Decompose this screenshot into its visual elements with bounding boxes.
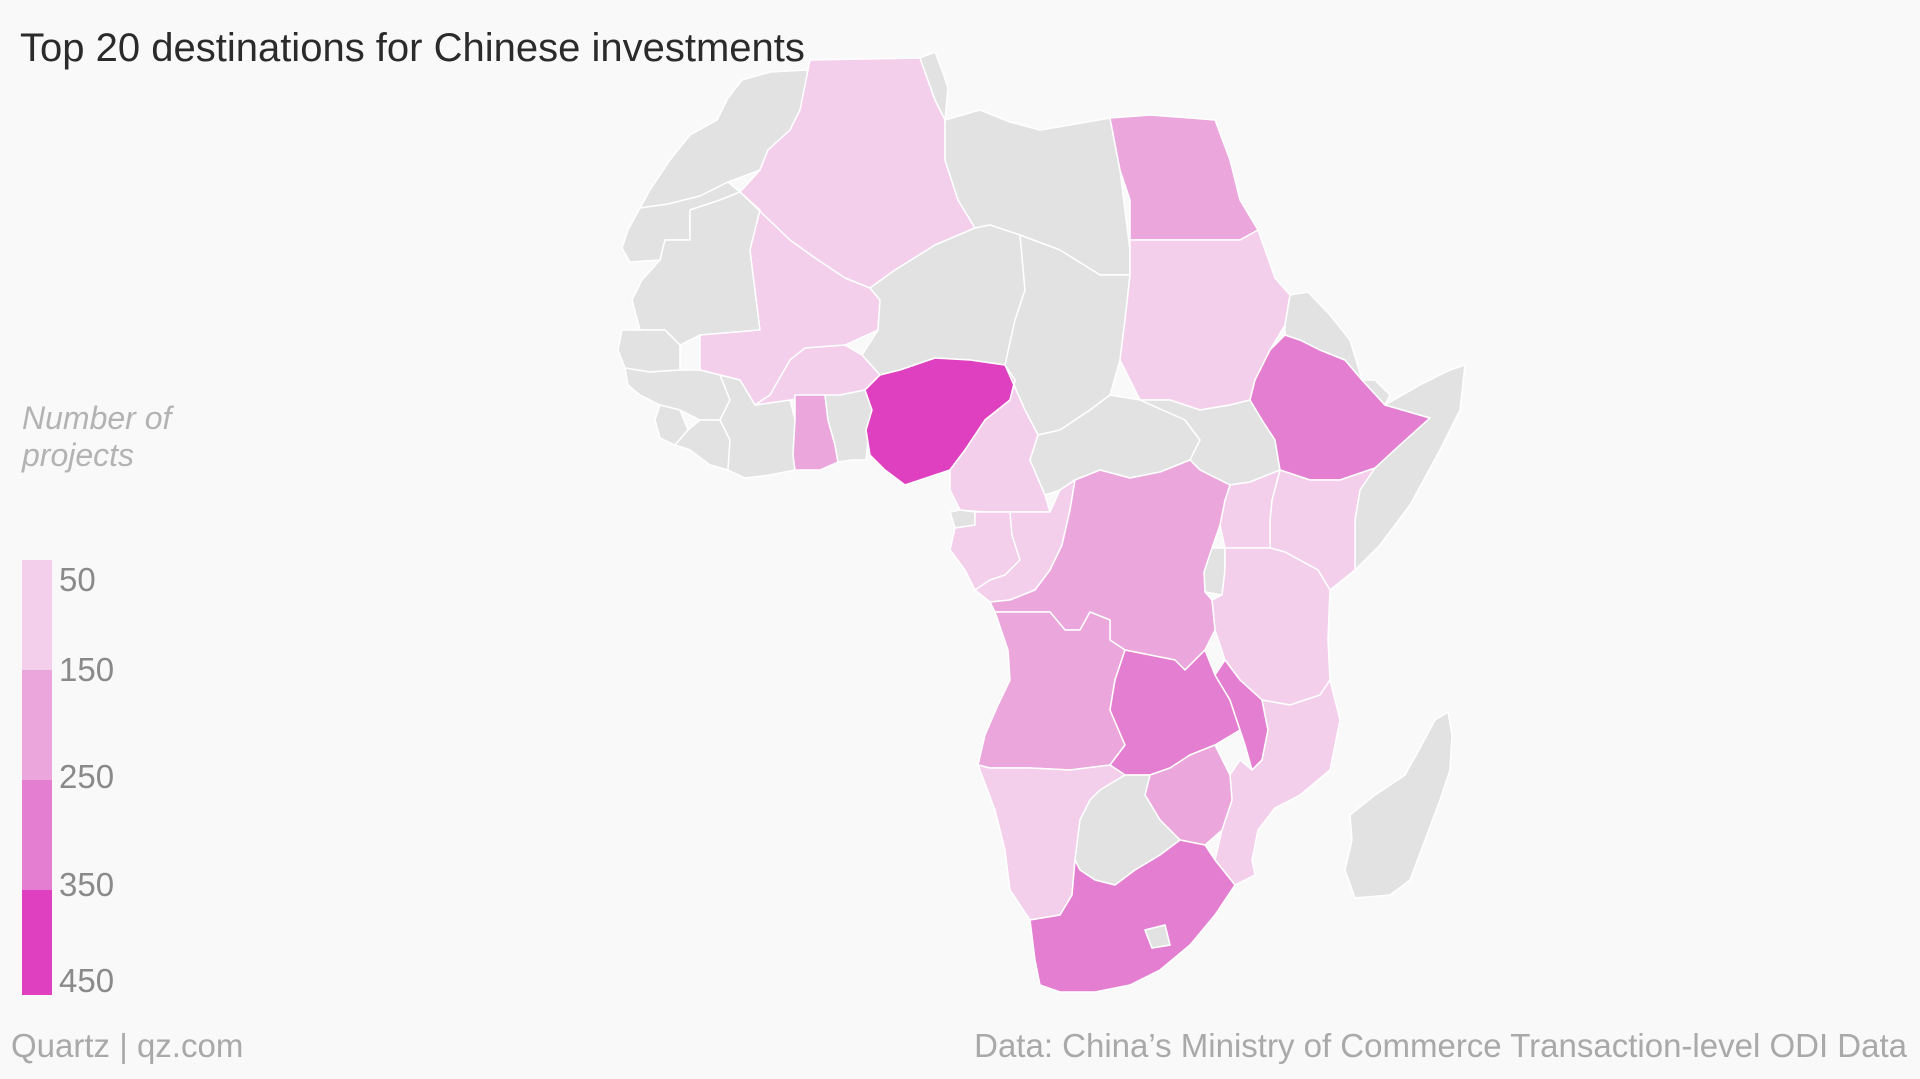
country-lesotho[interactable]: [1144, 924, 1171, 949]
footer-credit: Quartz | qz.com: [11, 1027, 244, 1064]
country-tunisia[interactable]: [919, 51, 949, 121]
country-djibouti[interactable]: [1361, 379, 1391, 406]
country-madagascar[interactable]: [1344, 711, 1453, 899]
legend-swatch-1: [22, 560, 52, 670]
chart-title: Top 20 destinations for Chinese investme…: [20, 26, 805, 70]
legend-swatch-2: [22, 670, 52, 780]
legend-tick-50: 50: [59, 561, 96, 598]
legend-tick-150: 150: [59, 651, 115, 688]
legend-tick-350: 350: [59, 866, 115, 903]
legend-title: Number of projects: [22, 400, 172, 473]
country-egypt[interactable]: [1109, 114, 1259, 241]
country-somalia[interactable]: [1354, 364, 1466, 571]
legend-swatch-4: [22, 890, 52, 995]
legend-tick-450: 450: [59, 962, 115, 999]
legend-swatch-3: [22, 780, 52, 890]
countries: [617, 51, 1466, 993]
country-angola[interactable]: [977, 611, 1126, 771]
footer-source: Data: China’s Ministry of Commerce Trans…: [974, 1027, 1907, 1064]
country-mozambique[interactable]: [1214, 679, 1341, 886]
legend-tick-250: 250: [59, 758, 115, 795]
country-togo-benin[interactable]: [824, 389, 873, 463]
country-senegal[interactable]: [617, 329, 681, 373]
